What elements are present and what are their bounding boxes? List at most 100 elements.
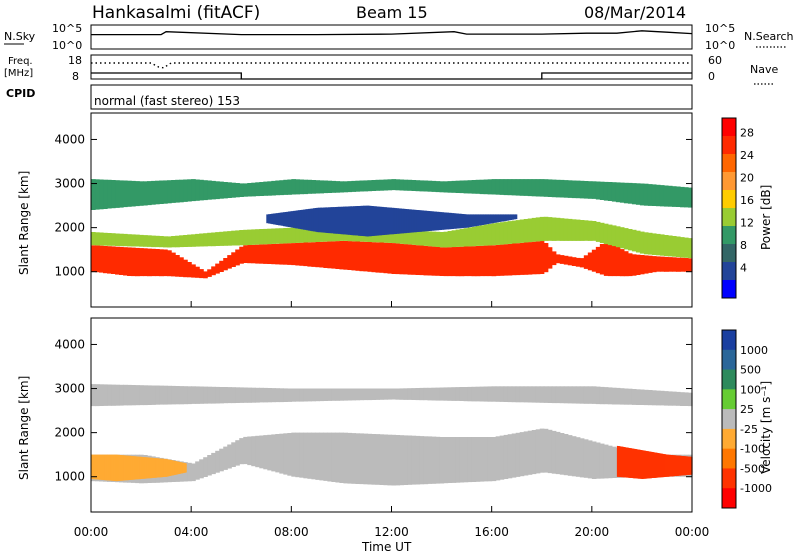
data-cell <box>163 236 168 248</box>
freq-left-tick-low: 8 <box>72 70 79 83</box>
data-cell <box>523 179 529 196</box>
data-cell <box>446 212 449 230</box>
data-cell <box>247 229 252 245</box>
freq-left-tick-high: 18 <box>68 54 82 67</box>
data-cell <box>243 183 248 197</box>
data-cell <box>103 384 108 406</box>
data-cell <box>171 180 176 203</box>
data-cell <box>491 437 497 482</box>
data-cell <box>164 459 166 477</box>
colorbar-tick-label: 24 <box>740 149 754 162</box>
data-cell <box>399 230 405 244</box>
data-cell <box>161 458 163 478</box>
data-cell <box>415 230 421 246</box>
data-cell <box>559 255 565 264</box>
data-cell <box>143 235 148 247</box>
data-cell <box>383 207 386 235</box>
data-cell <box>103 454 105 481</box>
data-cell <box>195 266 200 278</box>
data-cell <box>575 386 581 404</box>
data-cell <box>203 233 208 247</box>
data-cell <box>349 206 353 235</box>
x-tick-label: 16:00 <box>474 525 509 539</box>
data-cell <box>515 243 521 276</box>
colorbar-swatch <box>722 448 736 469</box>
data-cell <box>223 258 228 271</box>
data-cell <box>407 388 413 400</box>
data-cell <box>307 242 312 267</box>
data-cell <box>235 440 240 466</box>
data-cell <box>463 387 469 402</box>
data-cell <box>387 434 393 486</box>
data-cell <box>263 181 268 196</box>
data-cell <box>179 179 184 203</box>
data-cell <box>263 244 268 264</box>
data-cell <box>527 218 533 243</box>
data-cell <box>223 387 228 404</box>
data-cell <box>274 213 277 225</box>
data-cell <box>113 454 115 481</box>
data-cell <box>323 180 328 194</box>
data-cell <box>106 454 109 481</box>
data-cell <box>303 388 308 402</box>
data-cell <box>443 181 449 193</box>
data-cell <box>177 461 179 475</box>
data-cell <box>627 229 633 251</box>
data-cell <box>171 460 173 476</box>
data-cell <box>459 437 465 483</box>
data-cell <box>294 210 297 229</box>
data-cell <box>631 389 637 405</box>
data-cell <box>463 228 469 247</box>
data-cell <box>219 448 224 472</box>
data-cell <box>284 212 287 227</box>
x-tick-label: 08:00 <box>274 525 309 539</box>
colorbar-tick-label: -25 <box>740 423 758 436</box>
data-cell <box>279 212 282 226</box>
colorbar-tick-label: 1000 <box>740 344 768 357</box>
data-cell <box>231 442 236 467</box>
data-cell <box>643 255 649 274</box>
data-cell <box>615 246 621 277</box>
data-cell <box>191 234 196 247</box>
data-cell <box>182 462 185 473</box>
data-cell <box>259 182 264 196</box>
data-cell <box>299 432 304 478</box>
data-cell <box>259 435 264 469</box>
data-cell <box>149 457 151 479</box>
data-cell <box>599 386 605 405</box>
data-cell <box>667 391 673 406</box>
data-cell <box>559 218 565 241</box>
data-cell <box>366 205 369 237</box>
data-cell <box>207 386 212 404</box>
data-cell <box>363 433 369 485</box>
data-cell <box>167 459 169 477</box>
data-cell <box>491 179 497 195</box>
data-cell <box>441 212 444 230</box>
data-cell <box>175 179 180 203</box>
data-cell <box>459 246 465 277</box>
data-cell <box>131 385 136 406</box>
data-cell <box>299 210 302 230</box>
data-cell <box>687 187 693 208</box>
data-cell <box>162 458 164 478</box>
data-cell <box>551 217 557 241</box>
data-cell <box>459 180 465 194</box>
data-cell <box>447 437 453 483</box>
data-cell <box>91 384 96 407</box>
data-cell <box>187 234 192 247</box>
colorbar-tick-label: 25 <box>740 403 754 416</box>
data-cell <box>125 455 128 481</box>
data-cell <box>511 433 517 478</box>
data-cell <box>559 179 565 198</box>
data-cell <box>143 181 148 206</box>
colorbar-swatch <box>722 136 736 155</box>
data-cell <box>184 463 187 473</box>
data-cell <box>543 428 549 473</box>
data-cell <box>500 214 503 222</box>
data-cell <box>367 388 373 401</box>
data-cell <box>267 214 271 224</box>
data-cell <box>339 181 345 193</box>
x-tick-label: 00:00 <box>74 525 109 539</box>
colorbar-tick-label: 28 <box>740 127 754 140</box>
data-cell <box>167 180 172 204</box>
